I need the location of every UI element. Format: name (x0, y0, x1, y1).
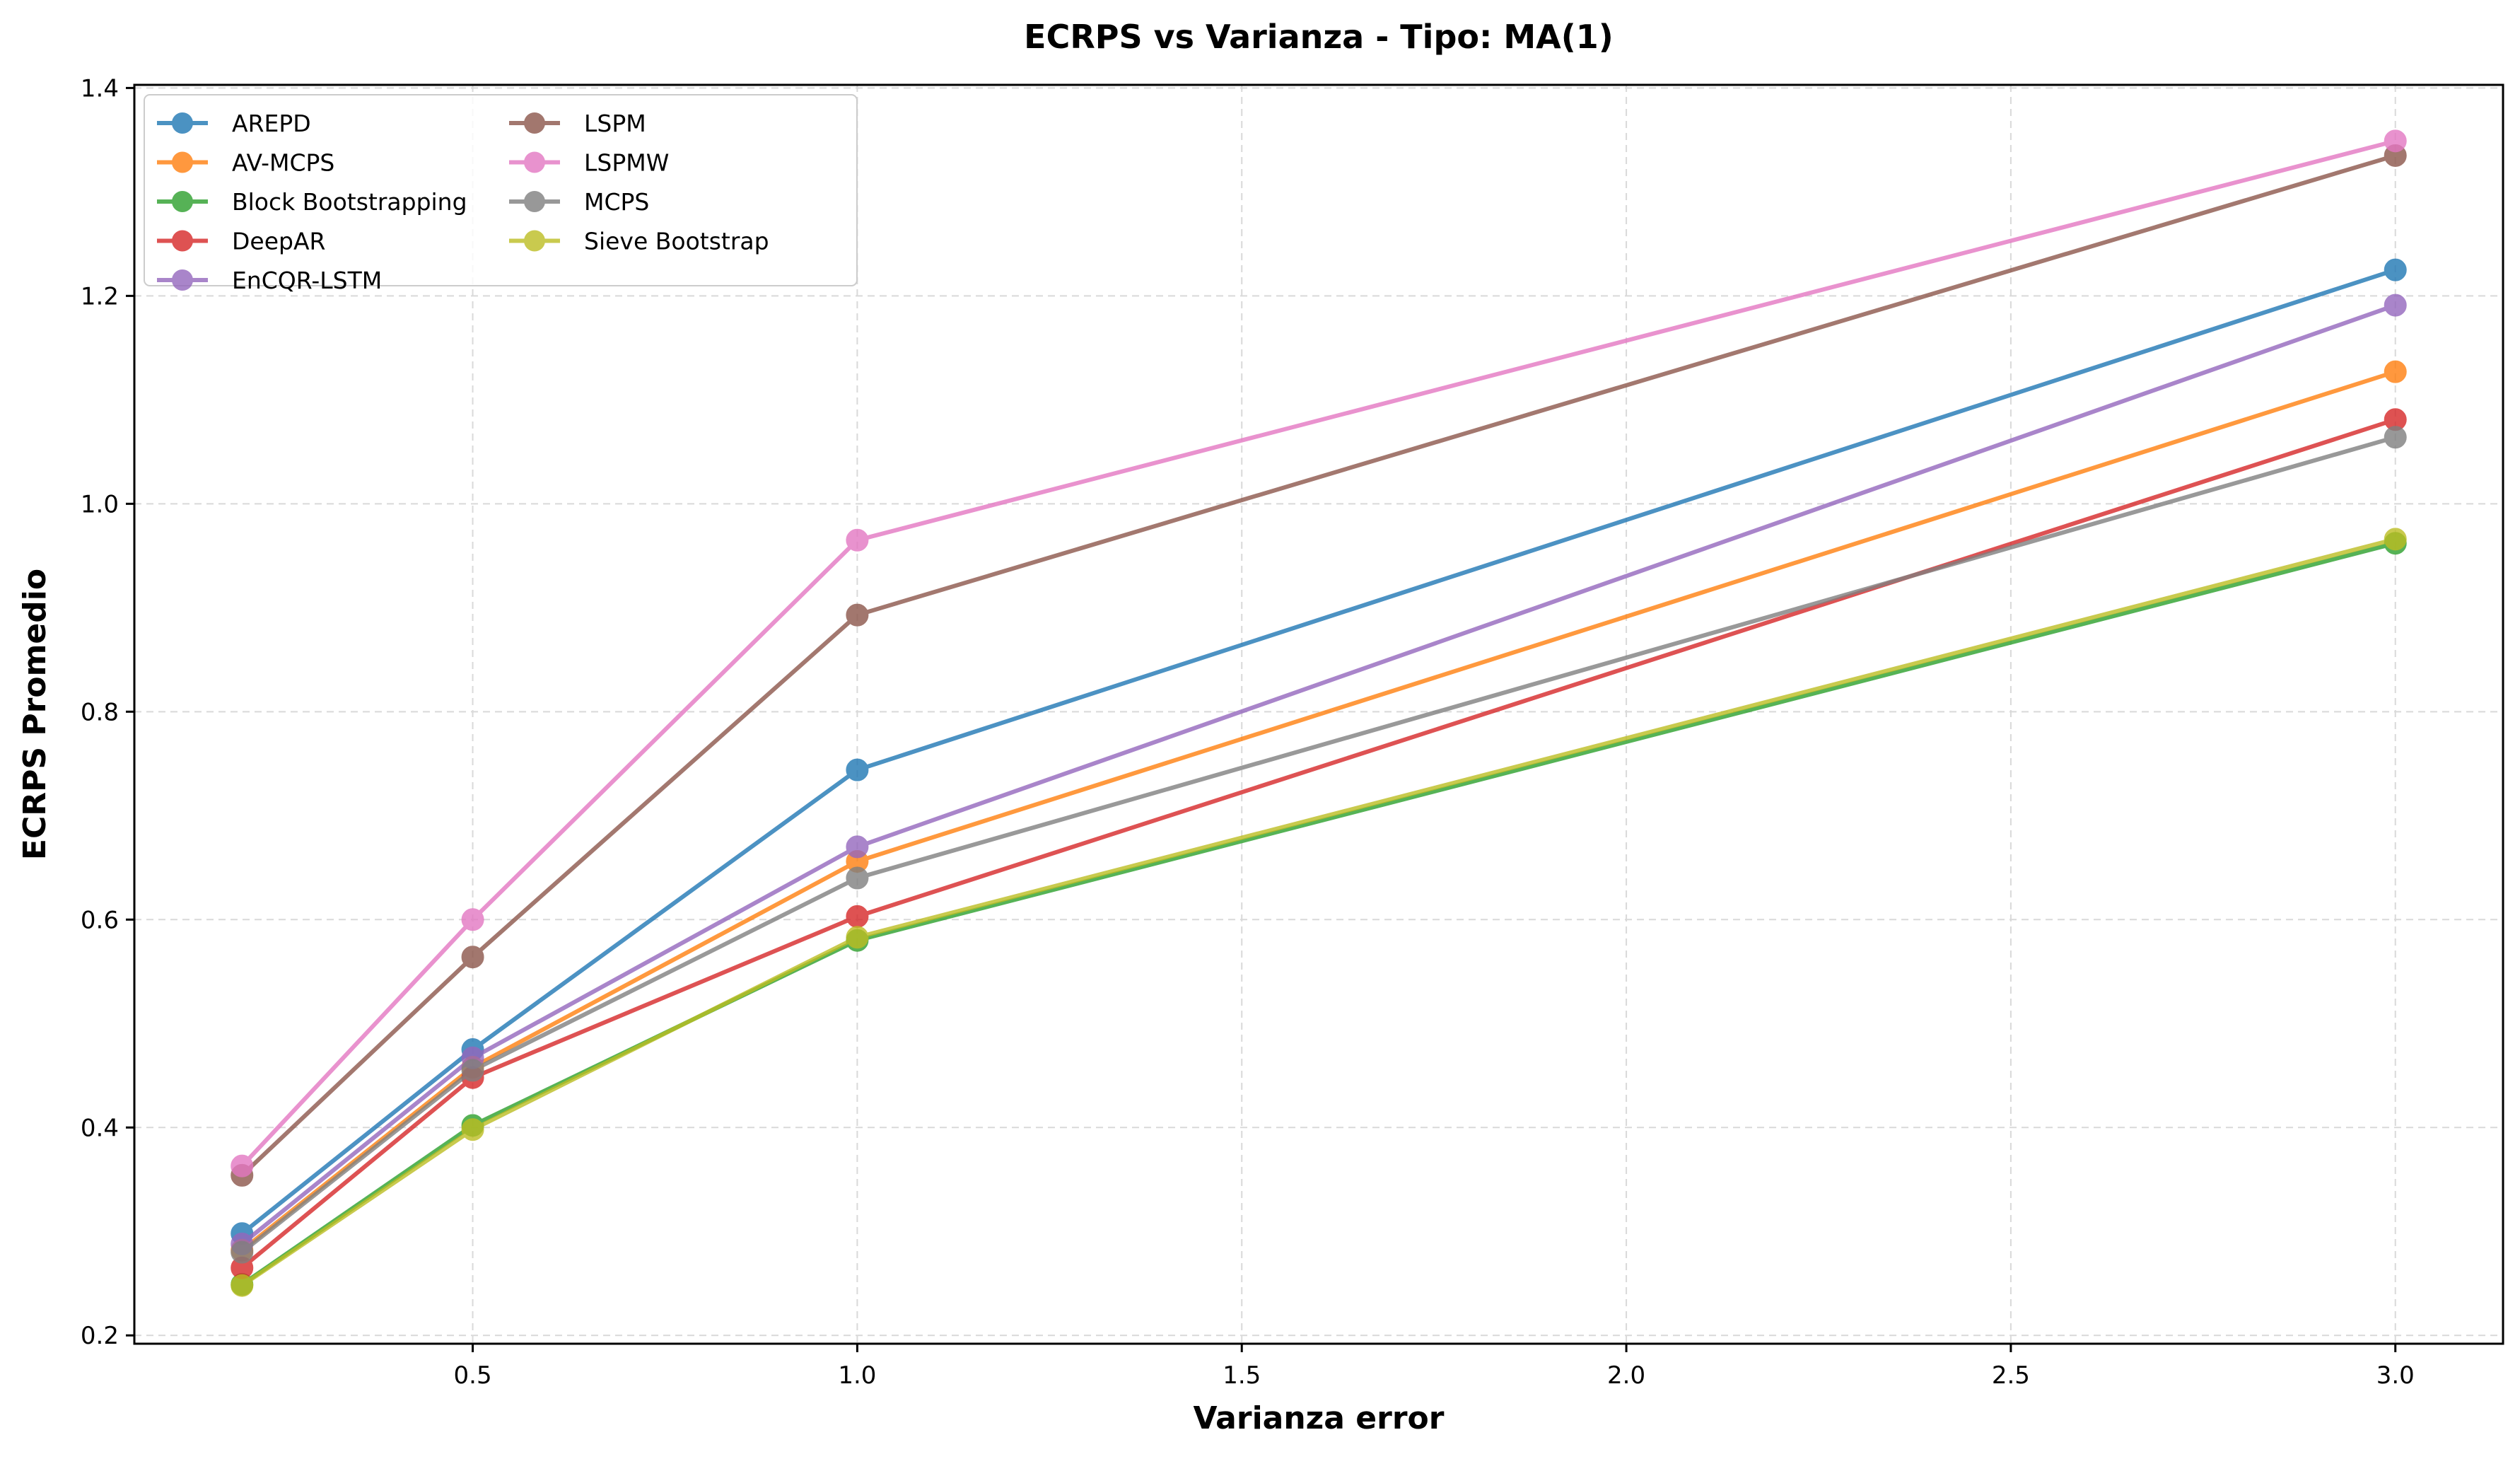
legend-swatch-marker (172, 269, 193, 291)
legend-item: Block Bootstrapping (157, 188, 467, 216)
legend-swatch-marker (524, 191, 545, 212)
legend-swatch (509, 112, 560, 134)
plot-frame (133, 83, 2504, 1345)
data-point (846, 866, 869, 890)
legend-label: Sieve Bootstrap (584, 228, 769, 255)
y-tick-label: 0.6 (81, 906, 119, 934)
data-point (2384, 426, 2407, 449)
series-line (240, 417, 2398, 1270)
legend-box (144, 94, 858, 286)
legend-swatch-marker (524, 230, 545, 252)
legend-swatch-marker (172, 112, 193, 134)
legend-label: AREPD (232, 110, 311, 137)
legend: AREPD AV-MCPS Block Bootstrapping DeepAR EnC… (144, 94, 858, 294)
x-axis-title: Varianza error (1194, 1400, 1445, 1436)
series-line (240, 541, 2398, 1287)
legend-item: AREPD (157, 110, 311, 137)
y-axis-title: ECRPS Promedio (17, 569, 53, 860)
legend-label: Block Bootstrapping (232, 188, 467, 216)
series-line (240, 537, 2398, 1288)
series-line (240, 435, 2398, 1255)
legend-swatch (157, 230, 208, 252)
legend-label: DeepAR (232, 228, 325, 255)
legend-swatch (157, 191, 208, 212)
series-arepd (231, 258, 2407, 1245)
y-tick-label: 0.4 (81, 1114, 119, 1142)
data-point (846, 835, 869, 859)
x-tick-label: 0.5 (454, 1361, 492, 1390)
series-mcps (231, 426, 2407, 1264)
x-tick-label: 2.0 (1607, 1361, 1645, 1390)
legend-label: EnCQR-LSTM (232, 267, 382, 294)
data-point (846, 905, 869, 928)
y-tick-label: 1.0 (81, 490, 119, 518)
series-lspmw (231, 129, 2407, 1178)
data-point (846, 758, 869, 781)
series-line (240, 267, 2398, 1236)
data-point (231, 1240, 254, 1264)
legend-swatch (509, 230, 560, 252)
legend-item: DeepAR (157, 228, 325, 255)
legend-label: MCPS (584, 188, 649, 216)
series-deepar (231, 408, 2407, 1279)
data-point (461, 1118, 484, 1141)
series-sieve-bootstrap (231, 528, 2407, 1297)
data-point (461, 908, 484, 931)
series-line (240, 303, 2398, 1246)
legend-label: LSPMW (584, 149, 669, 177)
legend-swatch-marker (172, 230, 193, 252)
data-point (2384, 258, 2407, 281)
series-layer (231, 129, 2407, 1297)
y-tick-label: 0.2 (81, 1322, 119, 1350)
data-point (846, 603, 869, 627)
legend-label: LSPM (584, 110, 646, 137)
y-tick-label: 1.4 (81, 74, 119, 103)
series-block-bootstrapping (231, 532, 2407, 1296)
tick-layer: 0.5 1.0 1.5 2.0 2.5 3.0 0.2 0.4 0.6 0.8 1.0 1.2 1.4 (81, 74, 2415, 1390)
legend-swatch-marker (172, 191, 193, 212)
series-encqr-lstm (231, 293, 2407, 1255)
chart-title: ECRPS vs Varianza - Tipo: MA(1) (1024, 18, 1614, 56)
x-tick-label: 3.0 (2376, 1361, 2415, 1390)
legend-item: AV-MCPS (157, 149, 334, 177)
data-point (461, 1059, 484, 1082)
data-point (231, 1154, 254, 1178)
legend-swatch (509, 151, 560, 173)
data-point (2384, 293, 2407, 317)
legend-swatch (509, 191, 560, 212)
legend-swatch (157, 112, 208, 134)
legend-item: MCPS (509, 188, 649, 216)
legend-item: EnCQR-LSTM (157, 267, 382, 294)
data-point (2384, 129, 2407, 153)
legend-item: LSPM (509, 110, 646, 137)
series-line (240, 153, 2398, 1178)
x-tick-label: 2.5 (1992, 1361, 2030, 1390)
data-point (2384, 360, 2407, 383)
x-tick-label: 1.5 (1223, 1361, 1261, 1390)
data-point (2384, 528, 2407, 551)
y-tick-label: 0.8 (81, 698, 119, 726)
series-av-mcps (231, 360, 2407, 1262)
legend-label: AV-MCPS (232, 149, 334, 177)
legend-item: LSPMW (509, 149, 669, 177)
data-point (846, 926, 869, 949)
data-point (461, 946, 484, 969)
legend-swatch-marker (524, 112, 545, 134)
legend-swatch (157, 269, 208, 291)
data-point (846, 528, 869, 552)
x-tick-label: 1.0 (838, 1361, 876, 1390)
series-line (240, 139, 2398, 1168)
data-point (231, 1274, 254, 1297)
y-tick-label: 1.2 (81, 282, 119, 310)
legend-item: Sieve Bootstrap (509, 228, 769, 255)
legend-swatch-marker (172, 151, 193, 173)
legend-swatch-marker (524, 151, 545, 173)
legend-swatch (157, 151, 208, 173)
